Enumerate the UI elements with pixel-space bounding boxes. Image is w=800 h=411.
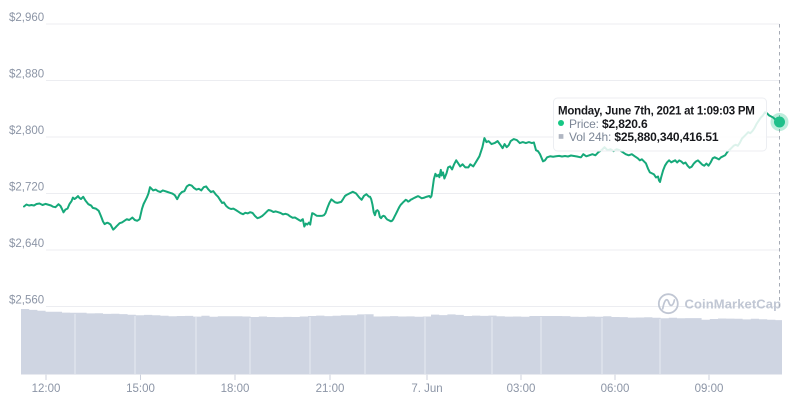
svg-text:$2,960: $2,960 — [9, 12, 44, 24]
svg-text:$2,640: $2,640 — [9, 238, 44, 250]
svg-text:Vol 24h: $25,880,340,416.51: Vol 24h: $25,880,340,416.51 — [569, 130, 719, 144]
svg-text:03:00: 03:00 — [507, 383, 536, 395]
svg-text:18:00: 18:00 — [221, 383, 250, 395]
svg-text:7. Jun: 7. Jun — [411, 383, 442, 395]
svg-text:$2,880: $2,880 — [9, 69, 44, 81]
svg-text:CoinMarketCap: CoinMarketCap — [685, 297, 782, 312]
svg-text:$2,720: $2,720 — [9, 182, 44, 194]
svg-text:$2,560: $2,560 — [9, 295, 44, 307]
svg-text:09:00: 09:00 — [695, 383, 724, 395]
svg-text:21:00: 21:00 — [316, 383, 345, 395]
svg-text:06:00: 06:00 — [601, 383, 630, 395]
svg-text:12:00: 12:00 — [32, 383, 61, 395]
svg-text:Price: $2,820.6: Price: $2,820.6 — [569, 117, 648, 131]
svg-text:15:00: 15:00 — [126, 383, 155, 395]
svg-text:$2,800: $2,800 — [9, 125, 44, 137]
svg-text:Monday, June 7th, 2021 at 1:09: Monday, June 7th, 2021 at 1:09:03 PM — [558, 106, 755, 118]
